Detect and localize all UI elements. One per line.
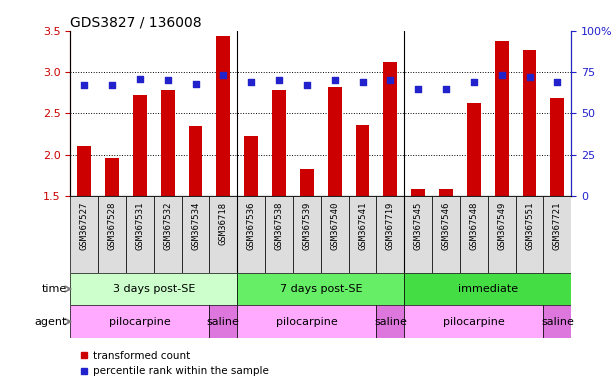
Bar — [161, 90, 175, 196]
Text: GSM367540: GSM367540 — [330, 202, 339, 250]
Text: GSM367532: GSM367532 — [163, 202, 172, 250]
Bar — [356, 125, 370, 196]
Text: GSM36718: GSM36718 — [219, 202, 228, 245]
Text: GSM367719: GSM367719 — [386, 202, 395, 250]
Bar — [411, 189, 425, 196]
Bar — [210, 305, 237, 338]
Text: pilocarpine: pilocarpine — [109, 316, 170, 327]
Point — [191, 81, 200, 87]
Bar — [98, 196, 126, 273]
Bar — [404, 305, 543, 338]
Bar — [460, 196, 488, 273]
Bar — [272, 90, 286, 196]
Text: 3 days post-SE: 3 days post-SE — [112, 284, 195, 294]
Legend: transformed count, percentile rank within the sample: transformed count, percentile rank withi… — [76, 347, 273, 381]
Point — [497, 72, 507, 78]
Bar — [70, 305, 210, 338]
Bar — [516, 196, 543, 273]
Bar — [404, 273, 571, 305]
Text: GSM367546: GSM367546 — [442, 202, 450, 250]
Text: immediate: immediate — [458, 284, 518, 294]
Text: 7 days post-SE: 7 days post-SE — [279, 284, 362, 294]
Text: GSM367538: GSM367538 — [274, 202, 284, 250]
Bar — [244, 136, 258, 196]
Bar — [181, 196, 210, 273]
Point — [469, 79, 479, 85]
Bar — [467, 103, 481, 196]
Bar — [376, 305, 404, 338]
Bar — [551, 98, 565, 196]
Text: agent: agent — [35, 316, 67, 327]
Bar — [237, 273, 404, 305]
Text: GDS3827 / 136008: GDS3827 / 136008 — [70, 16, 202, 30]
Point — [357, 79, 367, 85]
Bar — [543, 196, 571, 273]
Text: GSM367528: GSM367528 — [108, 202, 117, 250]
Bar — [105, 158, 119, 196]
Bar — [70, 273, 237, 305]
Bar — [321, 196, 349, 273]
Bar — [327, 87, 342, 196]
Point — [302, 82, 312, 88]
Bar — [543, 305, 571, 338]
Text: pilocarpine: pilocarpine — [443, 316, 505, 327]
Bar — [126, 196, 154, 273]
Text: GSM367531: GSM367531 — [136, 202, 144, 250]
Bar — [495, 41, 509, 196]
Point — [79, 82, 89, 88]
Bar — [237, 196, 265, 273]
Bar — [349, 196, 376, 273]
Bar — [384, 62, 397, 196]
Bar — [210, 196, 237, 273]
Text: GSM367534: GSM367534 — [191, 202, 200, 250]
Text: time: time — [42, 284, 67, 294]
Text: pilocarpine: pilocarpine — [276, 316, 338, 327]
Point — [274, 77, 284, 83]
Text: GSM367721: GSM367721 — [553, 202, 562, 250]
Text: GSM367541: GSM367541 — [358, 202, 367, 250]
Bar — [265, 196, 293, 273]
Text: saline: saline — [207, 316, 240, 327]
Text: GSM367527: GSM367527 — [79, 202, 89, 250]
Bar — [300, 169, 314, 196]
Text: saline: saline — [374, 316, 407, 327]
Bar — [216, 36, 230, 196]
Point — [386, 77, 395, 83]
Point — [135, 76, 145, 82]
Text: GSM367548: GSM367548 — [469, 202, 478, 250]
Point — [525, 74, 535, 80]
Text: GSM367539: GSM367539 — [302, 202, 312, 250]
Bar — [154, 196, 181, 273]
Bar — [439, 189, 453, 196]
Bar — [189, 126, 202, 196]
Bar — [376, 196, 404, 273]
Text: saline: saline — [541, 316, 574, 327]
Bar — [293, 196, 321, 273]
Bar — [522, 50, 536, 196]
Point — [107, 82, 117, 88]
Text: GSM367549: GSM367549 — [497, 202, 506, 250]
Point — [163, 77, 172, 83]
Point — [219, 72, 229, 78]
Point — [330, 77, 340, 83]
Bar — [77, 146, 91, 196]
Bar — [237, 305, 376, 338]
Text: GSM367545: GSM367545 — [414, 202, 423, 250]
Point — [246, 79, 256, 85]
Bar — [133, 95, 147, 196]
Text: GSM367536: GSM367536 — [247, 202, 255, 250]
Point — [552, 79, 562, 85]
Text: GSM367551: GSM367551 — [525, 202, 534, 250]
Bar — [70, 196, 98, 273]
Bar — [432, 196, 460, 273]
Bar — [404, 196, 432, 273]
Point — [413, 85, 423, 91]
Bar — [488, 196, 516, 273]
Point — [441, 85, 451, 91]
